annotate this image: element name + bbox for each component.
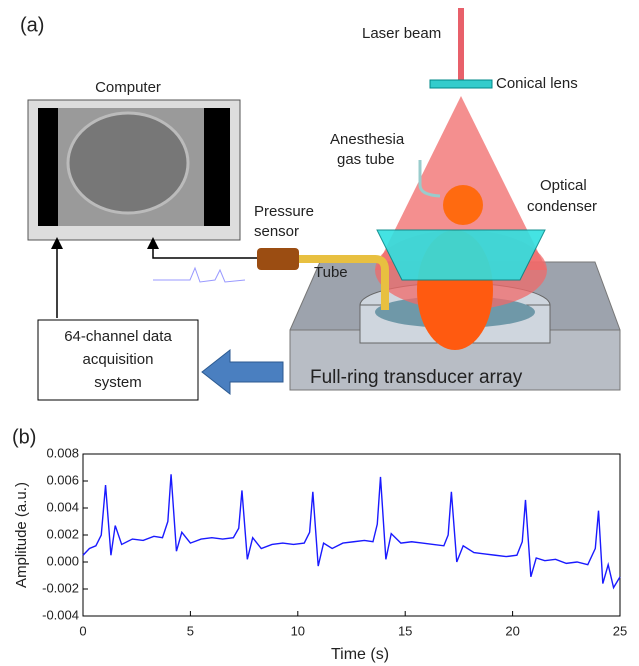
lens-label: Conical lens: [496, 75, 578, 92]
y-tick-label: 0.002: [46, 526, 79, 541]
lens: [430, 80, 492, 88]
x-tick-label: 20: [505, 623, 519, 638]
gas-label: Anesthesia: [330, 131, 405, 148]
condenser-label: condenser: [527, 198, 597, 215]
x-tick-label: 15: [398, 623, 412, 638]
figure: (a) Computer 64-channel data acquisition…: [0, 0, 639, 666]
y-tick-label: 0.006: [46, 472, 79, 487]
computer-label: Computer: [95, 79, 161, 96]
daq-label: acquisition: [83, 351, 154, 368]
pulse-trace: [153, 268, 245, 282]
sensor-label: sensor: [254, 223, 299, 240]
daq-label: system: [94, 374, 142, 391]
y-axis-title: Amplitude (a.u.): [13, 482, 30, 588]
sensor: [257, 248, 299, 270]
y-tick-label: 0.000: [46, 553, 79, 568]
gas-label: gas tube: [337, 151, 395, 168]
diagram: (a) Computer 64-channel data acquisition…: [20, 8, 620, 400]
x-tick-label: 25: [613, 623, 627, 638]
panel-label: (a): [20, 14, 44, 36]
big-arrow: [202, 350, 283, 394]
x-tick-label: 10: [291, 623, 305, 638]
laser-label: Laser beam: [362, 25, 441, 42]
x-axis-title: Time (s): [331, 646, 389, 663]
x-tick-label: 0: [79, 623, 86, 638]
sensor-label: Pressure: [254, 203, 314, 220]
condenser: [377, 230, 545, 280]
transducer-label: Full-ring transducer array: [310, 367, 523, 388]
arrow: [153, 243, 257, 258]
daq-label: 64-channel data: [64, 328, 172, 345]
scan-blob: [68, 113, 188, 213]
panel-label: (b): [12, 426, 36, 448]
x-tick-label: 5: [187, 623, 194, 638]
condenser-label: Optical: [540, 177, 587, 194]
y-tick-label: 0.008: [46, 445, 79, 460]
tube-label: Tube: [314, 264, 348, 281]
y-tick-label: 0.004: [46, 499, 79, 514]
animal-head: [443, 185, 483, 225]
y-tick-label: -0.002: [42, 580, 79, 595]
y-tick-label: -0.004: [42, 607, 79, 622]
laser-beam: [458, 8, 464, 80]
signal-line: [83, 474, 620, 587]
